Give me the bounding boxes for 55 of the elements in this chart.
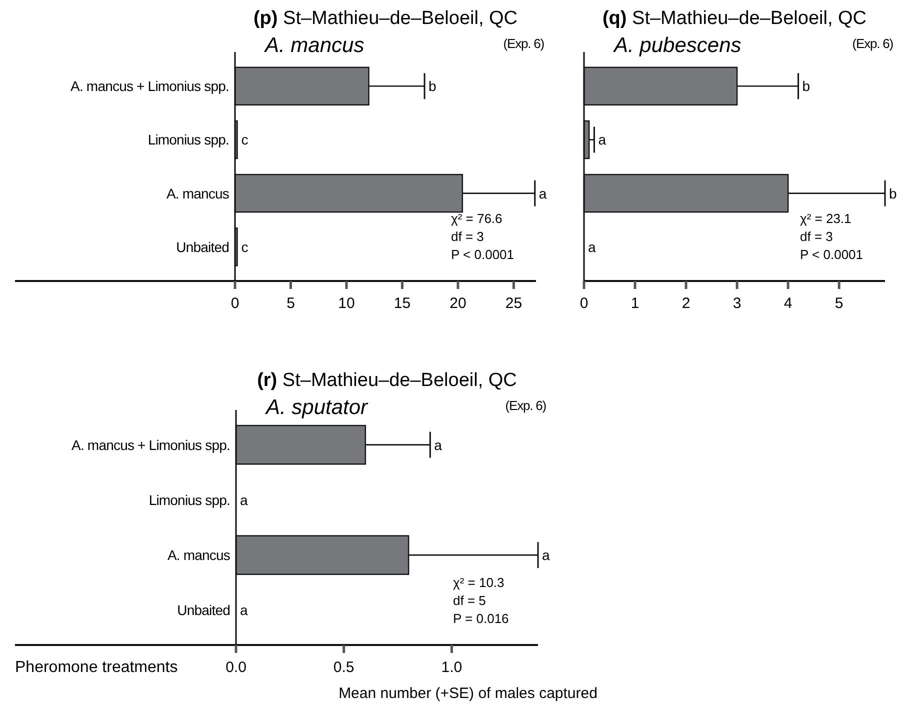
y-tick-label: Limonius spp. [148, 132, 229, 148]
chart-title: (p) St–Mathieu–de–Beloeil, QC [253, 8, 518, 29]
annotation: a [598, 132, 606, 148]
x-tick-label: 0 [580, 295, 588, 312]
x-tick-label: 3 [732, 295, 742, 312]
x-tick-label: 0.0 [226, 659, 246, 676]
annotation: b [802, 78, 810, 94]
x-tick-label: 5 [286, 295, 295, 312]
x-tick-label: 0.5 [333, 659, 354, 676]
text: (Exp. 6) [503, 36, 544, 51]
annotation: χ² = 23.1 [800, 211, 852, 226]
y-axis-title: Pheromone treatments [15, 659, 178, 676]
x-tick-label: 0 [230, 295, 240, 312]
annotation: a [434, 436, 442, 453]
y-tick-label: Unbaited [176, 238, 229, 255]
annotation: df = 5 [453, 593, 486, 608]
x-tick-label: 10 [338, 295, 355, 312]
x-tick-label: 25 [505, 295, 522, 312]
annotation: a [240, 602, 248, 618]
annotation: a [538, 185, 547, 202]
annotation: b [889, 185, 897, 202]
annotation: χ² = 10.3 [453, 575, 504, 590]
x-tick-label: 1 [630, 295, 640, 312]
y-tick-label: A. mancus [167, 547, 230, 564]
annotation: a [542, 547, 550, 564]
x-tick-label: 15 [394, 295, 411, 312]
annotation: df = 3 [800, 229, 833, 244]
x-tick-label: 5 [834, 295, 844, 312]
y-tick-label: A. mancus + Limonius spp. [72, 436, 230, 453]
annotation: P < 0.0001 [800, 247, 864, 262]
annotation: df = 3 [451, 229, 484, 244]
annotation: b [428, 78, 437, 94]
chart-subtitle: A. sputator [264, 396, 369, 419]
annotation: (Exp. 6) [505, 398, 546, 413]
annotation: P = 0.016 [453, 611, 509, 626]
chart-subtitle: A. mancus [263, 34, 365, 57]
x-tick-label: 4 [784, 295, 792, 312]
y-tick-label: A. mancus [166, 185, 230, 202]
x-tick-label: 1.0 [441, 659, 462, 676]
annotation: c [241, 132, 248, 148]
x-axis-title: Mean number (+SE) of males captured [338, 685, 598, 702]
annotation: c [241, 238, 248, 255]
chart-title: (q) St–Mathieu–de–Beloeil, QC [602, 8, 867, 29]
y-tick-label: Limonius spp. [148, 492, 230, 508]
y-tick-label: Unbaited [177, 602, 230, 618]
x-tick-label: 20 [450, 295, 466, 312]
text: (Exp. 6) [852, 36, 894, 51]
chart-title: (r) St–Mathieu–de–Beloeil, QC [257, 370, 517, 391]
y-tick-label: A. mancus + Limonius spp. [70, 78, 229, 94]
annotation: χ² = 76.6 [451, 211, 502, 226]
x-tick-label: 2 [682, 295, 690, 312]
annotation: a [588, 238, 596, 255]
annotation: a [240, 492, 248, 508]
chart-subtitle: A. pubescens [612, 34, 742, 57]
annotation: P < 0.0001 [451, 247, 514, 262]
